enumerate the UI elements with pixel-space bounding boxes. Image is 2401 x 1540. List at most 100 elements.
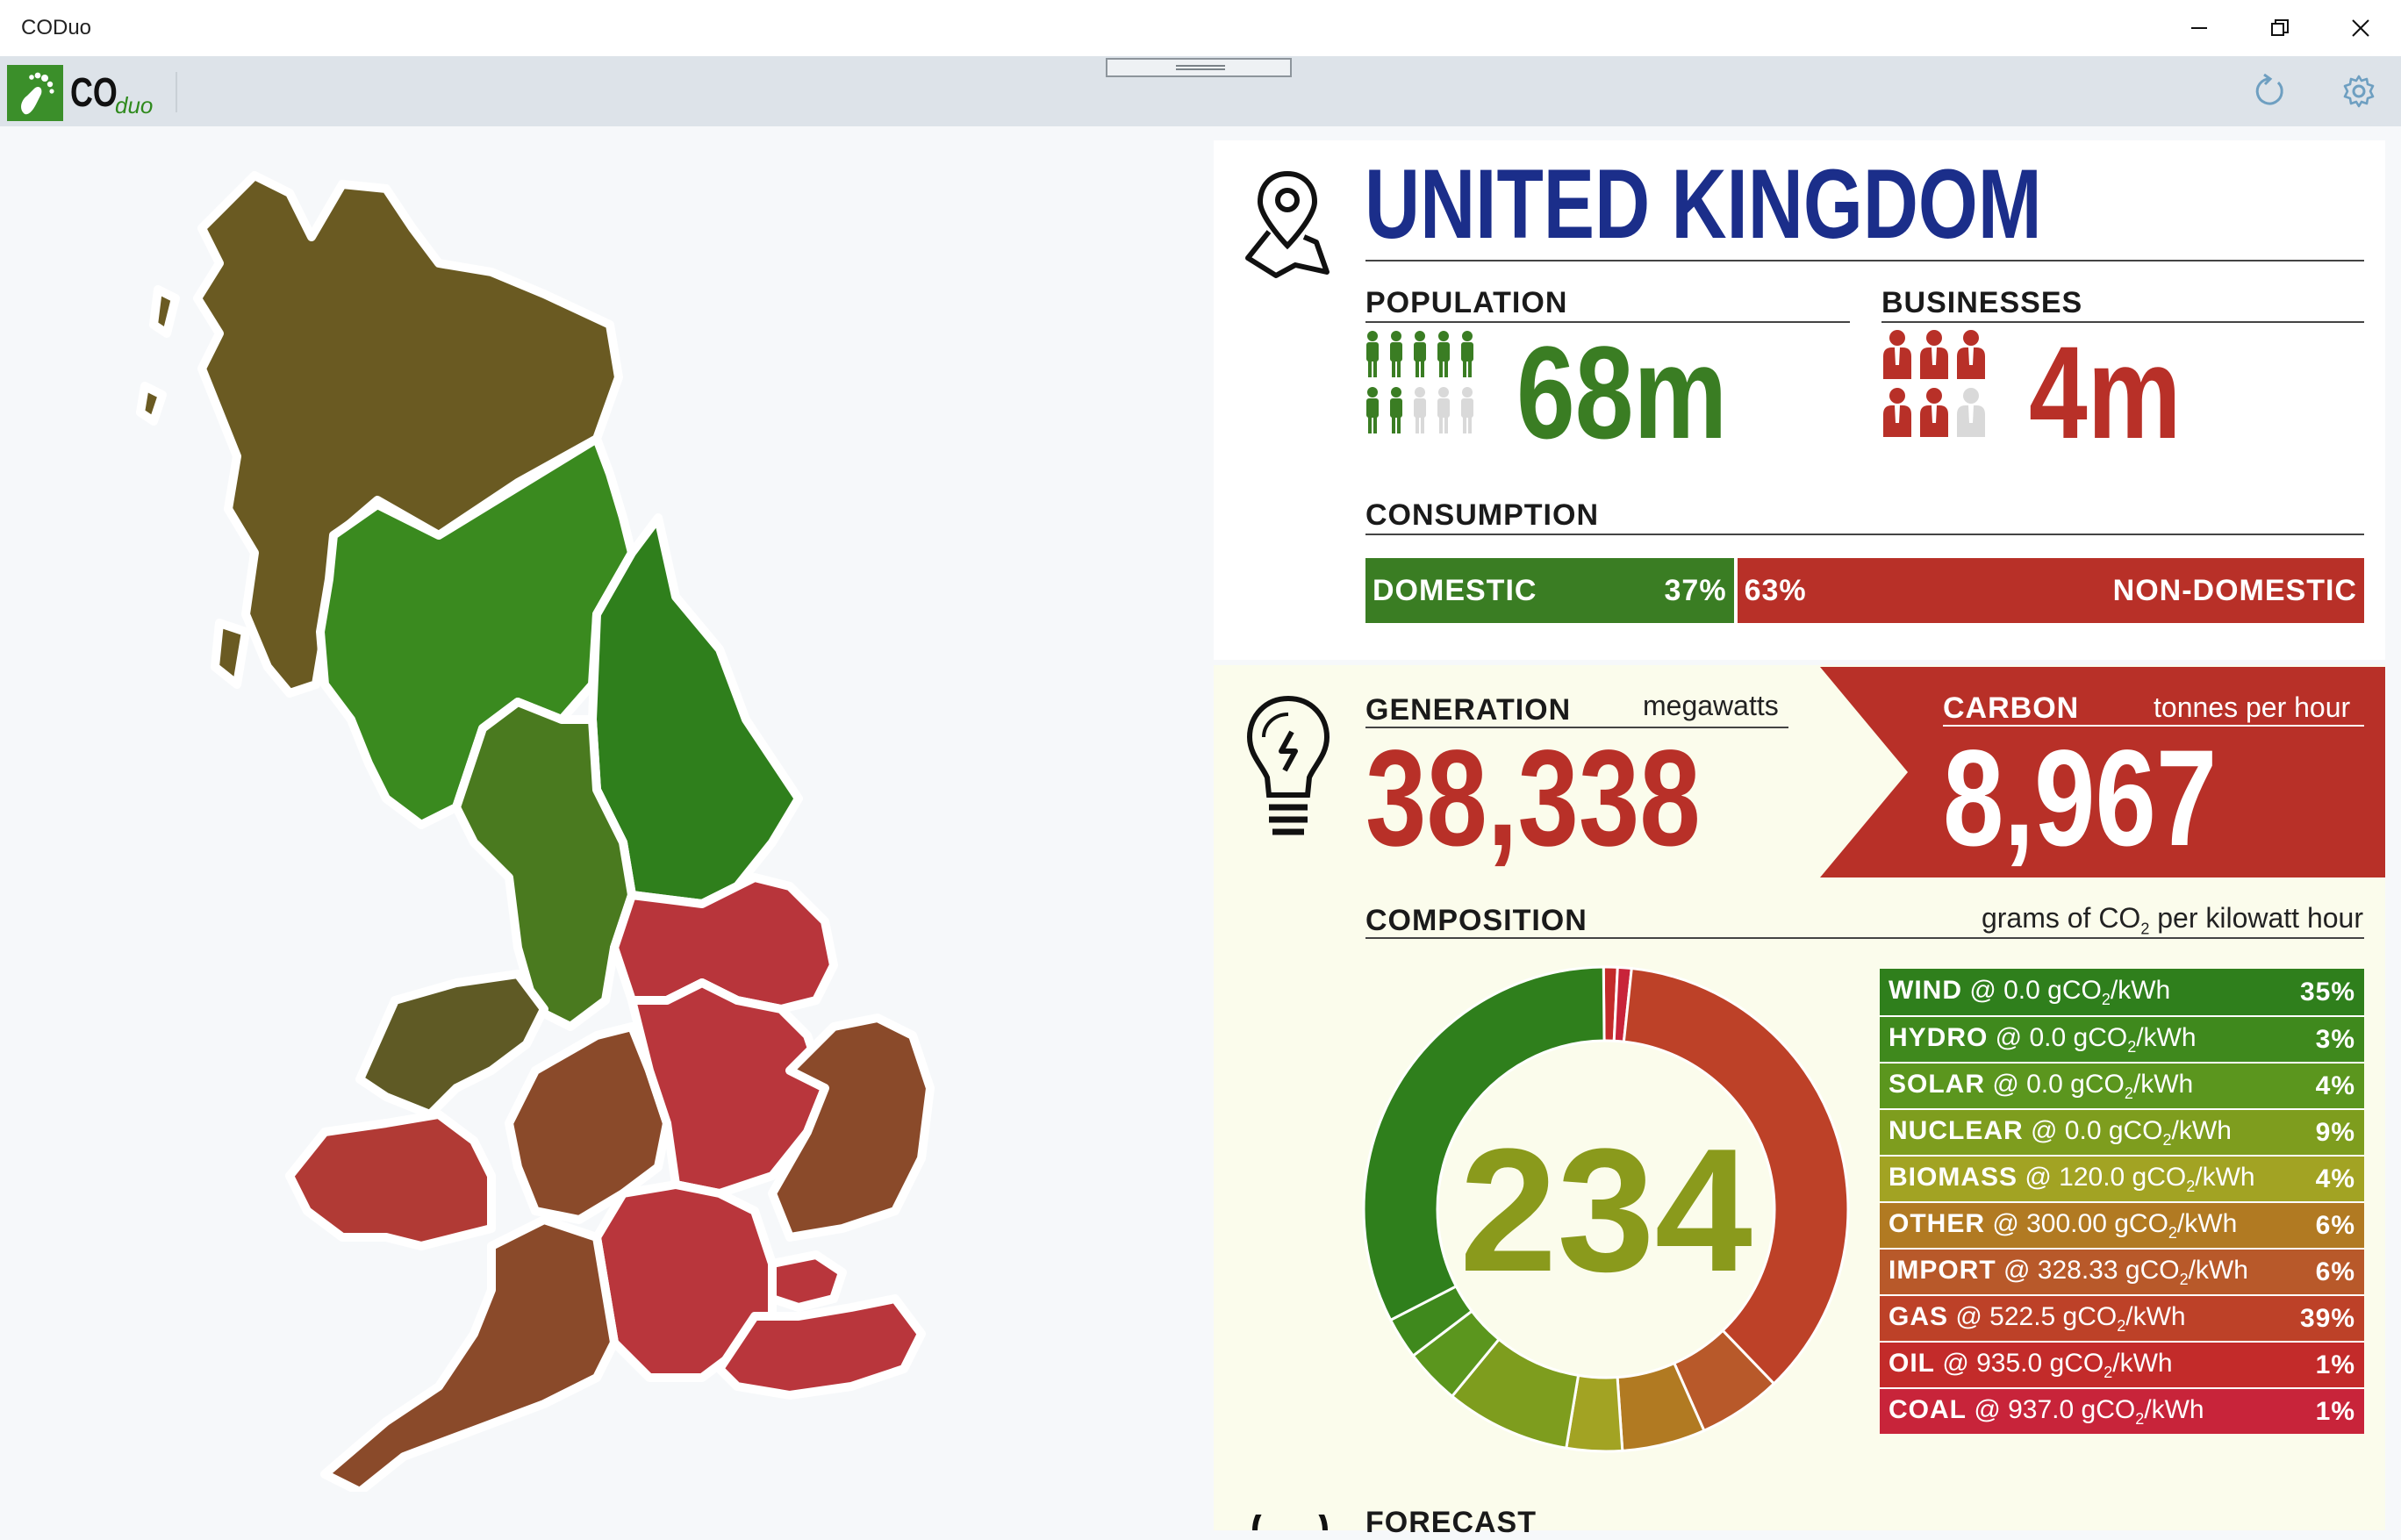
fuel-row-hydro: HYDRO @ 0.0 gCO2/kWh 3% [1880,1015,2364,1062]
fuel-name: BIOMASS [1889,1162,2018,1192]
title-underline [1365,260,2364,261]
fuel-row-wind: WIND @ 0.0 gCO2/kWh 35% [1880,969,2364,1015]
fuel-rate: @ 522.5 gCO2/kWh [1948,1301,2186,1335]
consumption-underline [1365,534,2364,535]
minimize-button[interactable] [2159,0,2240,56]
businesses-people-icon [1883,330,1985,437]
region-south-west[interactable] [320,1215,619,1492]
consumption-label: CONSUMPTION [1365,498,1599,532]
domestic-label: DOMESTIC [1373,573,1537,607]
fuel-percent: 6% [2315,1210,2355,1240]
fuel-percent: 4% [2315,1164,2355,1193]
fuel-percent: 39% [2299,1303,2355,1333]
nondomestic-label: NON-DOMESTIC [2112,573,2357,607]
close-button[interactable] [2320,0,2401,56]
fuel-row-coal: COAL @ 937.0 gCO2/kWh 1% [1880,1387,2364,1434]
footprint-icon [7,65,63,121]
restore-button[interactable] [2240,0,2320,56]
restore-icon [2271,19,2289,36]
composition-label: COMPOSITION [1365,904,1588,937]
businesses-label: BUSINESSES [1881,286,2083,319]
fuel-percent: 9% [2315,1117,2355,1147]
generation-value: 38,338 [1365,722,1701,875]
businesses-value: 4m [2029,319,2182,466]
carbon-value: 8,967 [1943,722,2218,875]
fuel-row-oil: OIL @ 935.0 gCO2/kWh 1% [1880,1341,2364,1387]
fuel-name: COAL [1889,1394,1967,1424]
fuel-name: OIL [1889,1348,1935,1378]
fuel-rate: @ 0.0 gCO2/kWh [1961,975,2171,1008]
uk-region-map [136,171,935,1492]
region-london[interactable] [768,1250,847,1312]
region-south-east[interactable] [715,1294,926,1400]
fuel-percent: 35% [2299,977,2355,1006]
fuel-percent: 1% [2315,1350,2355,1379]
fuel-rate: @ 328.33 gCO2/kWh [1996,1255,2248,1288]
carbon-underline [1943,725,2364,727]
generation-unit: megawatts [1643,690,1779,721]
region-north-wales[interactable] [355,970,548,1119]
nondomestic-percent: 63% [1744,573,1807,607]
population-value: 68m [1516,319,1728,466]
carbon-intensity-value: 234 [1459,1113,1752,1308]
logo-co: CO [70,69,118,115]
map-pin-icon [1245,170,1330,278]
logo-duo: duo [115,92,154,118]
fuel-rate: @ 120.0 gCO2/kWh [2018,1162,2255,1195]
donut-slice-gas [1622,966,1850,1386]
fuel-name: HYDRO [1889,1022,1989,1052]
carbon-unit: tonnes per hour [2154,691,2351,723]
region-east-england[interactable] [768,1014,935,1242]
settings-gear-icon[interactable] [2341,74,2376,109]
pane-grip-handle[interactable] [1106,58,1292,77]
consumption-divider [1733,558,1738,623]
nondomestic-segment: 63% NON-DOMESTIC [1737,558,2364,623]
refresh-icon[interactable] [2252,74,2287,109]
forecast-icon [1252,1515,1328,1530]
fuel-rate: @ 0.0 gCO2/kWh [1988,1022,2197,1056]
fuel-percent: 4% [2315,1071,2355,1100]
businesses-underline [1881,321,2364,323]
donut-slice-wind [1362,965,1606,1322]
carbon-banner [1820,667,2385,877]
composition-underline [1365,937,2364,939]
toolbar-divider [176,72,177,112]
fuel-row-nuclear: NUCLEAR @ 0.0 gCO2/kWh 9% [1880,1108,2364,1155]
population-underline [1365,321,1850,323]
fuel-rate: @ 935.0 gCO2/kWh [1935,1348,2173,1381]
population-label: POPULATION [1365,286,1568,319]
fuel-name: SOLAR [1889,1069,1985,1099]
fuel-name: OTHER [1889,1208,1985,1238]
generation-label: GENERATION [1365,693,1572,727]
fuel-name: NUCLEAR [1889,1115,2024,1145]
fuel-row-biomass: BIOMASS @ 120.0 gCO2/kWh 4% [1880,1155,2364,1201]
consumption-bar: DOMESTIC 37% 63% NON-DOMESTIC [1365,558,2364,623]
fuel-composition-table: WIND @ 0.0 gCO2/kWh 35% HYDRO @ 0.0 gCO2/k… [1880,969,2364,1434]
fuel-percent: 6% [2315,1257,2355,1286]
title-bar: CODuo [0,0,2401,56]
forecast-label: FORECAST [1365,1506,1537,1539]
fuel-percent: 3% [2315,1024,2355,1054]
region-south-wales[interactable] [285,1110,496,1250]
population-people-icon [1366,331,1473,433]
composition-unit: grams of CO2 per kilowatt hour [1981,902,2363,938]
region-merseyside[interactable] [505,1022,671,1224]
fuel-row-solar: SOLAR @ 0.0 gCO2/kWh 4% [1880,1062,2364,1108]
close-icon [2352,19,2369,37]
country-name: UNITED KINGDOM [1365,149,2042,259]
fuel-rate: @ 937.0 gCO2/kWh [1967,1394,2204,1428]
fuel-row-gas: GAS @ 522.5 gCO2/kWh 39% [1880,1294,2364,1341]
generation-underline [1365,727,1788,728]
lightbulb-icon [1246,695,1330,835]
fuel-rate: @ 0.0 gCO2/kWh [2023,1115,2232,1149]
fuel-name: IMPORT [1889,1255,1996,1285]
fuel-name: GAS [1889,1301,1949,1331]
domestic-segment: DOMESTIC 37% [1365,558,1734,623]
fuel-name: WIND [1889,975,1962,1005]
app-logo: CO duo [7,61,153,121]
fuel-row-other: OTHER @ 300.00 gCO2/kWh 6% [1880,1201,2364,1248]
carbon-label: CARBON [1943,691,2080,725]
fuel-row-import: IMPORT @ 328.33 gCO2/kWh 6% [1880,1248,2364,1294]
domestic-percent: 37% [1664,573,1727,607]
region-north-west[interactable] [452,698,636,1031]
